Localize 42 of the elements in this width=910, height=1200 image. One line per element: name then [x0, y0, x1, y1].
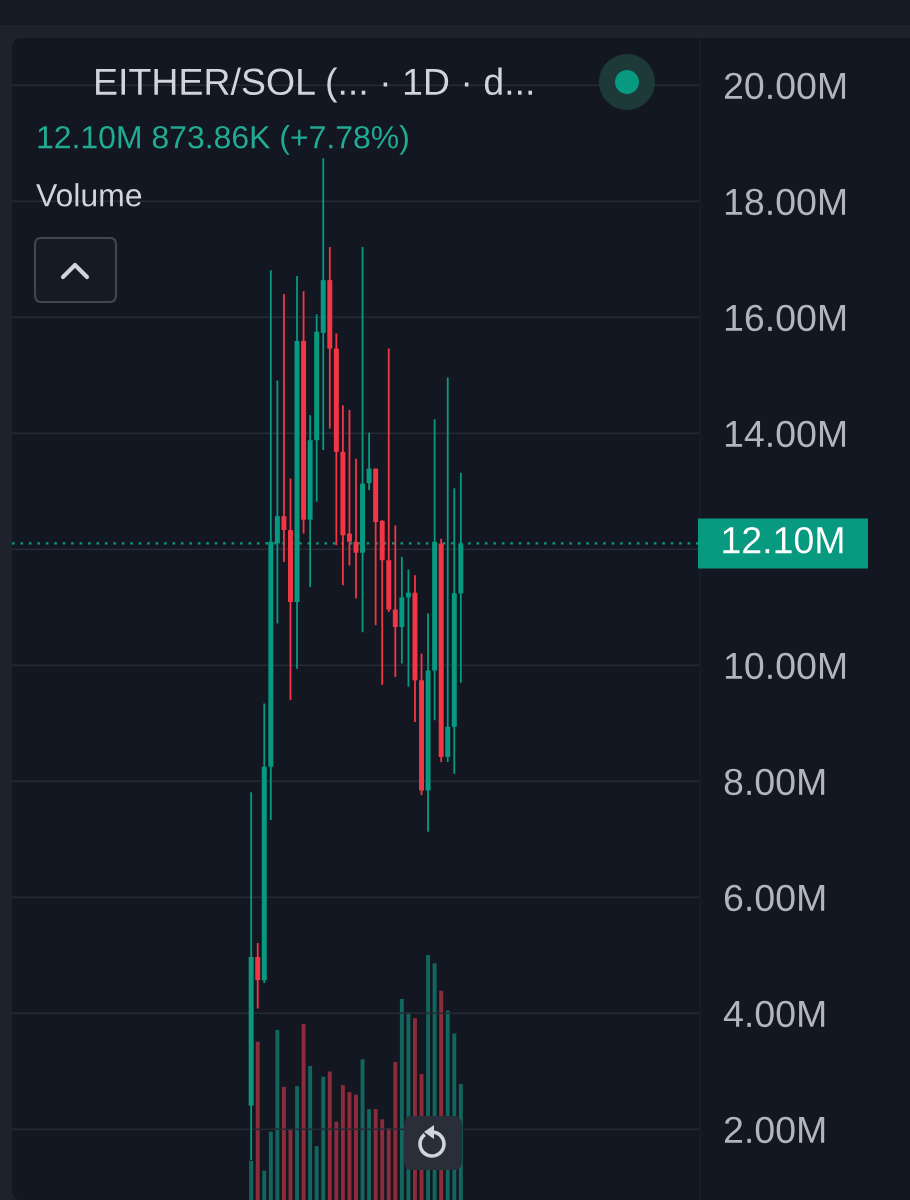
bar	[367, 1109, 372, 1200]
y-tick-label: 2.00M	[724, 1116, 825, 1144]
bar	[354, 1094, 358, 1200]
bar	[281, 1086, 286, 1200]
candlestick	[346, 409, 352, 567]
y-tick-label: 20.00M	[724, 72, 846, 100]
text: 12.10M 873.86K (+7.78%)	[38, 125, 408, 155]
bar	[373, 1109, 378, 1200]
bar	[393, 1062, 398, 1200]
bar	[301, 1024, 306, 1200]
bar	[380, 1119, 385, 1200]
bar	[347, 1092, 352, 1200]
y-tick-label: 18.00M	[725, 188, 846, 216]
bar	[262, 1170, 267, 1200]
bar	[249, 1160, 254, 1200]
candlestick	[255, 942, 261, 1010]
candlestick	[281, 293, 287, 563]
candlestick	[445, 376, 451, 764]
bar	[321, 1076, 326, 1200]
bar	[399, 999, 404, 1200]
y-tick-label: 10.00M	[725, 652, 846, 680]
bar	[275, 1029, 280, 1200]
bar	[268, 1131, 273, 1200]
bar	[255, 1041, 260, 1200]
ref-line-label: 12.10M	[723, 526, 843, 554]
bar	[295, 1086, 299, 1200]
candlestick	[366, 431, 372, 491]
text: EITHER/SOL (... · 1D · d...	[96, 67, 532, 103]
bar	[340, 1085, 345, 1200]
bar	[327, 1071, 332, 1200]
bar	[314, 1146, 319, 1200]
y-tick-label: 8.00M	[724, 768, 825, 796]
annotation: Volume	[36, 183, 142, 207]
bar	[360, 1059, 365, 1200]
bar	[386, 1127, 391, 1200]
bar	[308, 1065, 313, 1200]
y-tick-label: 6.00M	[724, 884, 825, 912]
candlestick	[392, 524, 398, 678]
y-tick-label: 14.00M	[725, 420, 846, 448]
bar	[334, 1121, 339, 1200]
y-tick-label: 4.00M	[723, 1000, 825, 1028]
y-tick-label: 16.00M	[725, 304, 846, 332]
